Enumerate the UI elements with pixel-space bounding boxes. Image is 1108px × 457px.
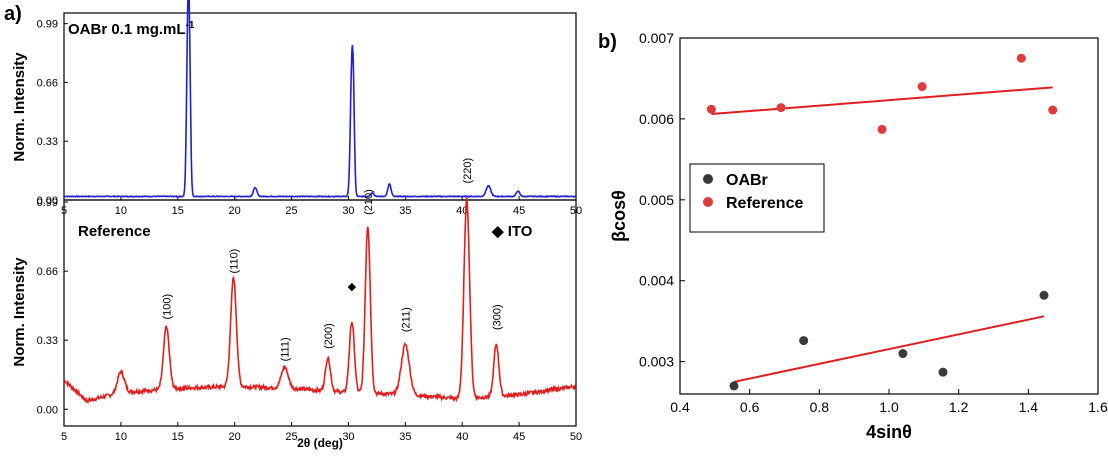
x-tick-label: 25: [285, 205, 297, 217]
peak-label: (220): [462, 158, 474, 184]
peak-label: (300): [491, 304, 503, 330]
peak-label: (210): [363, 189, 375, 215]
top-plot-ticks: 5 10 15 20 25 30 35 40 45 500.000.330.660.99: [37, 19, 583, 217]
y-tick-label: 0.33: [37, 335, 58, 347]
top-plot-frame: [63, 12, 577, 201]
data-point-oabr: [799, 336, 809, 346]
b-x-tick-label: 1.4: [1019, 399, 1039, 415]
legend-reference-marker: [703, 197, 713, 207]
b-x-tick-label: 1.6: [1088, 399, 1108, 415]
x-tick-label: 20: [229, 205, 241, 217]
b-fit-lines: [711, 86, 1053, 383]
x-tick-label: 30: [342, 431, 354, 443]
bottom-plot-frame: [63, 199, 577, 427]
b-plot-ticks: 0.4 0.6 0.8 1.0 1.2 1.4 1.6 0.003 0.004 0.005 0.00…: [639, 30, 1108, 415]
reference-xrd-curve: [63, 197, 577, 405]
x-tick-label: 40: [456, 431, 468, 443]
fit-line-reference: [711, 86, 1053, 116]
bottom-annotation: Reference: [78, 223, 151, 240]
x-tick-label: 30: [342, 205, 354, 217]
peak-label: (100): [161, 294, 173, 320]
top-ylabel: Norm. Intensity: [11, 52, 28, 162]
data-point-reference: [877, 124, 887, 134]
x-tick-label: 45: [513, 431, 525, 443]
bottom-xlabel: 2θ (deg): [297, 436, 343, 450]
b-x-tick-label: 1.2: [949, 399, 969, 415]
b-legend-box: [689, 163, 825, 233]
peak-labels: (100) (110) (111) (200) (210) (211) (220) (300)…: [161, 158, 503, 362]
data-point-oabr: [898, 349, 908, 359]
data-point-oabr: [938, 367, 948, 377]
data-point-reference: [1016, 53, 1026, 63]
x-tick-label: 10: [115, 205, 127, 217]
panel-b-letter: b): [598, 31, 617, 53]
ito-legend: ◆ ITO: [491, 223, 533, 240]
b-y-tick-label: 0.004: [639, 273, 674, 289]
peak-label: (200): [323, 323, 335, 349]
y-tick-label: 0.33: [37, 136, 58, 148]
top-annotation: OABr 0.1 mg.mL-1: [68, 20, 195, 38]
x-tick-label: 15: [172, 431, 184, 443]
b-x-tick-label: 0.4: [670, 399, 690, 415]
data-point-oabr: [1039, 290, 1049, 300]
x-tick-label: 5: [61, 431, 67, 443]
legend-oabr-marker: [703, 174, 713, 184]
xrd-top-plot: 5 10 15 20 25 30 35 40 45 500.000.330.660.99 OABr…: [11, 0, 582, 217]
y-tick-label: 0.00: [37, 195, 58, 207]
y-tick-label: 0.66: [37, 266, 58, 278]
bottom-plot-ticks: 5 10 15 20 25 30 35 40 45 50 0.00 0.33 0.66 0.99: [37, 197, 583, 443]
williamson-hall-plot: 0.4 0.6 0.8 1.0 1.2 1.4 1.6 0.003 0.004 0.005 0.00…: [609, 30, 1108, 442]
b-x-tick-label: 0.6: [740, 399, 760, 415]
peak-label: (111): [280, 337, 292, 361]
y-tick-label: 0.99: [37, 19, 58, 31]
bottom-ylabel: Norm. Intensity: [11, 257, 28, 367]
data-point-oabr: [729, 381, 739, 391]
legend-oabr-label: OABr: [726, 172, 768, 189]
ito-peak-marker: ◆: [348, 281, 357, 293]
b-ylabel: βcosθ: [609, 190, 629, 242]
b-xlabel: 4sinθ: [866, 422, 912, 442]
b-x-tick-label: 1.0: [879, 399, 899, 415]
x-tick-label: 20: [229, 431, 241, 443]
oabr-xrd-curve: [64, 0, 577, 199]
peak-label: (211): [400, 307, 412, 332]
legend-reference-label: Reference: [726, 195, 803, 212]
b-y-tick-label: 0.006: [639, 111, 674, 127]
peak-label: (110): [229, 249, 241, 274]
x-tick-label: 45: [513, 205, 525, 217]
b-legend: OABr Reference: [689, 163, 825, 233]
xrd-bottom-plot: 5 10 15 20 25 30 35 40 45 50 0.00 0.33 0.66 0.99 (100…: [11, 158, 582, 450]
y-tick-label: 0.66: [37, 77, 58, 89]
x-tick-label: 50: [570, 431, 582, 443]
fit-line-oabr: [733, 315, 1045, 383]
b-y-tick-label: 0.007: [639, 30, 674, 46]
data-point-reference: [917, 82, 927, 92]
y-tick-label: 0.00: [37, 404, 58, 416]
x-tick-label: 25: [285, 431, 297, 443]
data-point-reference: [1048, 105, 1058, 115]
x-tick-label: 35: [399, 431, 411, 443]
panel-a-letter: a): [4, 3, 22, 25]
b-y-tick-label: 0.005: [639, 192, 674, 208]
b-x-tick-label: 0.8: [810, 399, 830, 415]
b-data-points: [706, 53, 1058, 391]
data-point-reference: [776, 103, 786, 113]
x-tick-label: 15: [172, 205, 184, 217]
x-tick-label: 10: [115, 431, 127, 443]
data-point-reference: [706, 104, 716, 114]
y-tick-label: 0.99: [37, 197, 58, 209]
b-y-tick-label: 0.003: [639, 354, 674, 370]
x-tick-label: 35: [399, 205, 411, 217]
